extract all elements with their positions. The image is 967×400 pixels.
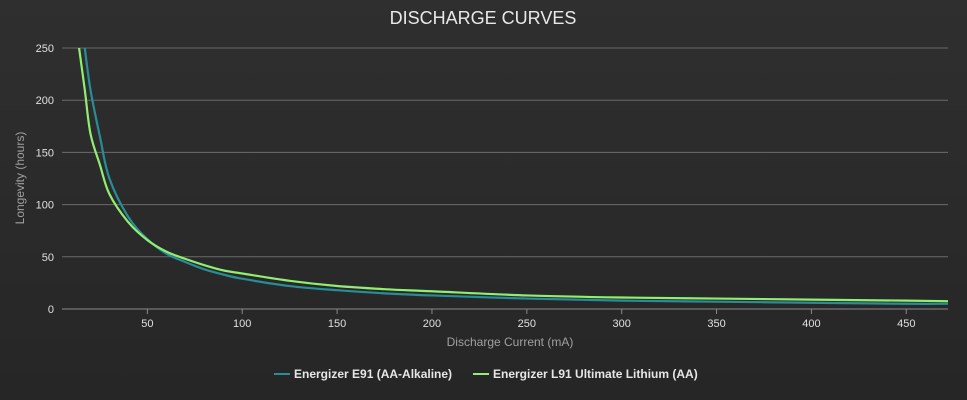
x-tick-label: 200 [423, 318, 441, 330]
x-tick-label: 250 [518, 318, 536, 330]
y-tick-label: 150 [36, 147, 54, 159]
legend-item-1[interactable]: Energizer E91 (AA-Alkaline) [294, 367, 452, 381]
legend: Energizer E91 (AA-Alkaline) Energizer L91… [274, 367, 698, 381]
y-tick-label: 200 [36, 95, 54, 107]
x-tick-label: 450 [897, 318, 915, 330]
chart-title: DISCHARGE CURVES [390, 8, 577, 28]
x-tick-label: 50 [141, 318, 153, 330]
grid [62, 47, 948, 258]
series-layer [77, 48, 948, 305]
y-tick-label: 50 [42, 252, 54, 264]
y-axis-title: Longevity (hours) [13, 132, 27, 225]
x-tick-label: 350 [707, 318, 725, 330]
x-tick-label: 400 [802, 318, 820, 330]
axes: 0 50 100 150 200 250 50 100 150 200 250 300 350 400 45… [36, 43, 948, 330]
legend-item-2[interactable]: Energizer L91 Ultimate Lithium (AA) [493, 367, 698, 381]
series-line-1[interactable] [83, 48, 948, 305]
x-tick-label: 300 [612, 318, 630, 330]
series-line-2[interactable] [77, 48, 948, 303]
x-tick-label: 100 [233, 318, 251, 330]
y-tick-label: 100 [36, 200, 54, 212]
y-tick-label: 0 [48, 304, 54, 316]
y-tick-label: 250 [36, 43, 54, 55]
x-axis-title: Discharge Current (mA) [447, 335, 574, 349]
x-tick-label: 150 [328, 318, 346, 330]
